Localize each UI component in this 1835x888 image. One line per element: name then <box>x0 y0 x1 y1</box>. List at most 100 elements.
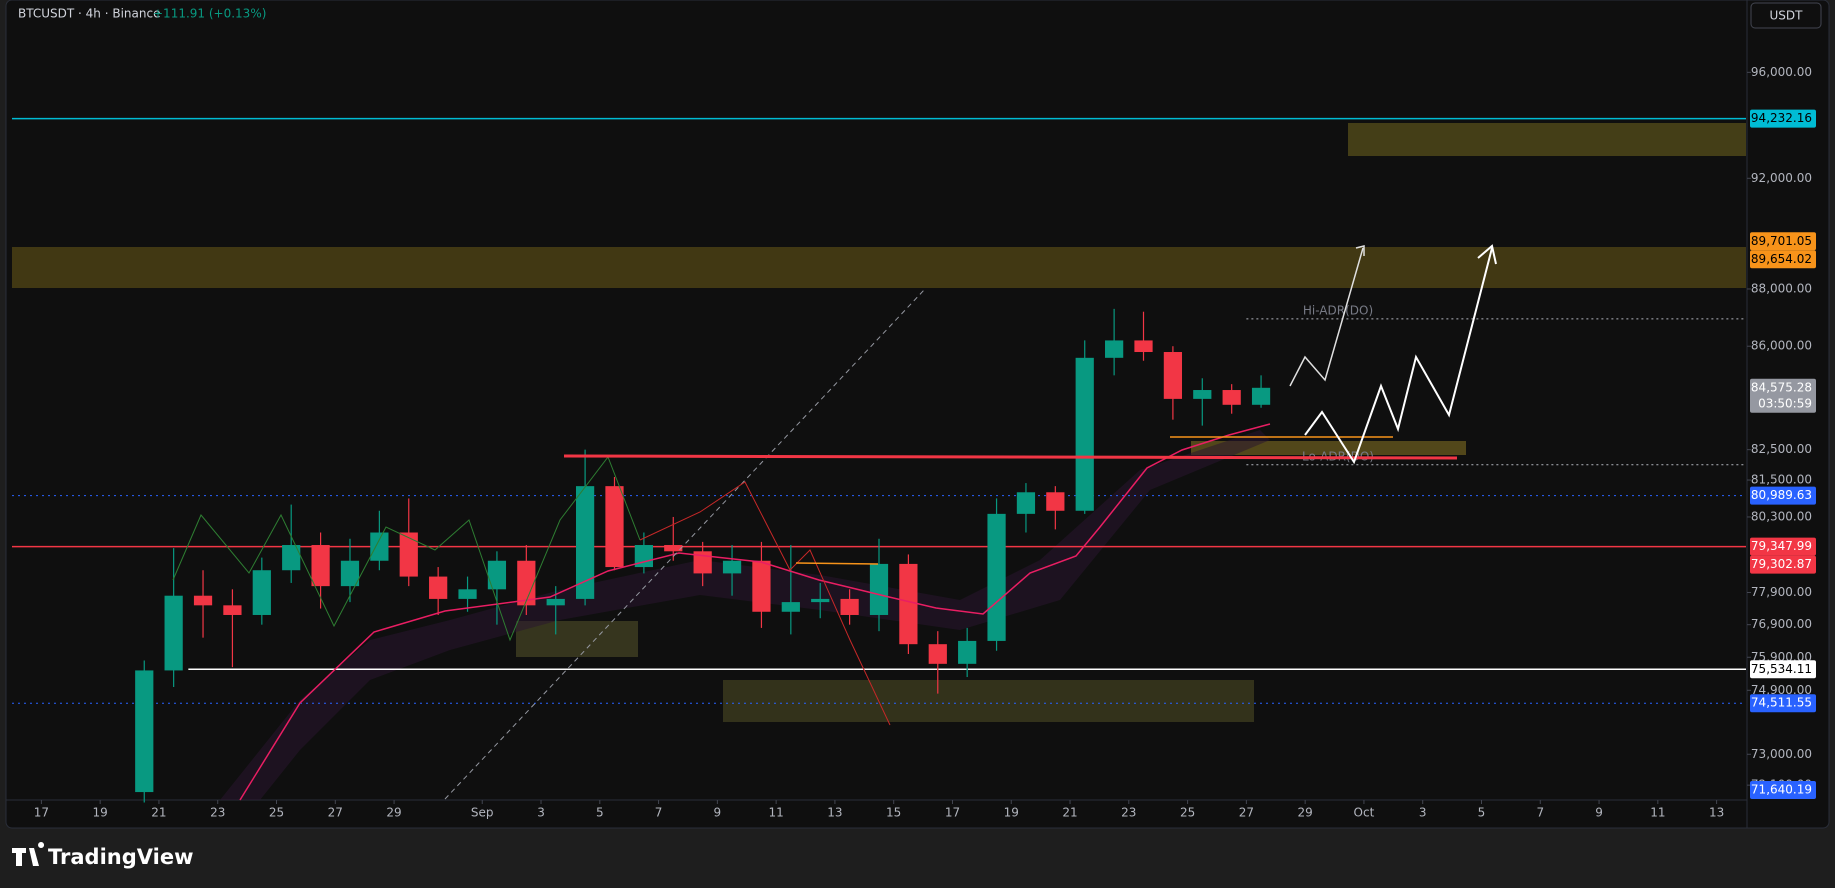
price-label-box <box>1750 660 1816 679</box>
candle-body <box>370 532 389 561</box>
drawings <box>172 244 1497 801</box>
currency-button[interactable] <box>1750 2 1822 29</box>
candle-body <box>869 563 889 615</box>
candle-body <box>752 560 771 612</box>
candle-body <box>987 513 1006 641</box>
candle-body <box>193 595 213 606</box>
zones <box>12 123 1746 800</box>
candle-body <box>1193 390 1212 399</box>
x-tick-label: 7 <box>655 806 663 820</box>
x-tick-label: 27 <box>1239 806 1254 820</box>
price-label-box <box>1750 232 1816 251</box>
price-label: 74,511.55 <box>1751 696 1812 710</box>
x-tick-label: 15 <box>886 806 901 820</box>
adr-label: Hi-ADR(DO) <box>1303 303 1373 317</box>
x-tick-label: 21 <box>1062 806 1077 820</box>
candle-body <box>1075 357 1094 511</box>
x-tick-label: 3 <box>537 806 545 820</box>
candle-body <box>487 560 507 590</box>
price-label: 94,232.16 <box>1751 111 1812 125</box>
candle-body <box>722 560 742 574</box>
supply-zone <box>12 247 1746 288</box>
y-tick-label: 81,500.00 <box>1751 473 1812 487</box>
currency-label[interactable]: USDT <box>1770 9 1804 23</box>
x-tick-label: 19 <box>93 806 108 820</box>
price-label-box <box>1750 486 1816 505</box>
x-tick-label: 9 <box>714 806 722 820</box>
y-tick-label: 77,900.00 <box>1751 585 1812 599</box>
target-zone <box>1348 123 1746 156</box>
zigzag-down <box>639 481 891 726</box>
projection-arrowhead <box>1477 244 1497 265</box>
candle-body <box>1251 387 1271 405</box>
x-tick-label: 27 <box>328 806 343 820</box>
x-tick-label: 13 <box>1709 806 1724 820</box>
demand-zone <box>723 680 1254 722</box>
price-label: 89,654.02 <box>1751 252 1812 266</box>
candle-body <box>928 644 947 664</box>
price-label-box <box>1750 555 1816 574</box>
x-tick-label: 23 <box>210 806 225 820</box>
candle-body <box>517 560 536 606</box>
x-tick-label: 29 <box>386 806 401 820</box>
price-label-box <box>1750 109 1816 128</box>
candle-body <box>546 598 565 606</box>
candle-body <box>164 595 183 671</box>
price-change: +111.91 (+0.13%) <box>153 7 266 21</box>
price-label-box <box>1750 378 1816 413</box>
candle-body <box>958 640 977 664</box>
x-tick-label: 17 <box>34 806 49 820</box>
y-tick-label: 80,300.00 <box>1751 509 1812 523</box>
candle-body <box>605 486 624 568</box>
x-tick-label: 19 <box>1004 806 1019 820</box>
candle-body <box>1016 492 1036 514</box>
y-tick-label: 74,900.00 <box>1751 683 1812 697</box>
x-tick-label: Oct <box>1354 806 1375 820</box>
price-timer: 03:50:59 <box>1758 396 1812 410</box>
candle-body <box>458 589 477 599</box>
price-label: 71,640.19 <box>1751 783 1812 797</box>
price-label: 75,534.11 <box>1751 662 1812 676</box>
projection-arrowhead <box>1355 245 1365 256</box>
demand-zone <box>516 621 638 657</box>
brand-name: TradingView <box>48 845 193 869</box>
x-tick-label: 13 <box>827 806 842 820</box>
x-tick-label: 21 <box>151 806 166 820</box>
candle-body <box>252 570 271 615</box>
x-tick-label: 25 <box>269 806 284 820</box>
price-label-box <box>1750 537 1816 556</box>
y-tick-label: 73,000.00 <box>1751 747 1812 761</box>
y-tick-label: 82,500.00 <box>1751 442 1812 456</box>
x-tick-label: 5 <box>596 806 604 820</box>
price-label: 89,701.05 <box>1751 234 1812 248</box>
candle-body <box>282 545 301 571</box>
x-tick-label: 3 <box>1419 806 1427 820</box>
y-tick-label: 86,000.00 <box>1751 339 1812 353</box>
x-tick-label: 23 <box>1121 806 1136 820</box>
price-label-box <box>1750 250 1816 269</box>
chart-title: BTCUSDT · 4h · Binance <box>18 7 160 21</box>
y-tick-label: 75,900.00 <box>1751 650 1812 664</box>
retest-zone <box>1191 441 1466 455</box>
y-tick-label: 76,900.00 <box>1751 617 1812 631</box>
price-label: 79,347.99 <box>1751 539 1812 553</box>
candle-body <box>575 486 595 599</box>
candles <box>135 308 1271 803</box>
y-tick-label: 96,000.00 <box>1751 65 1812 79</box>
price-label: 80,989.63 <box>1751 488 1812 502</box>
x-tick-label: 11 <box>1650 806 1665 820</box>
projection-path <box>1289 247 1364 387</box>
x-tick-label: 5 <box>1478 806 1486 820</box>
candle-body <box>429 576 448 599</box>
zigzag-up <box>172 455 641 642</box>
ma-band <box>220 430 1270 800</box>
candle-body <box>1222 390 1241 405</box>
candle-body <box>811 598 830 603</box>
projection-path <box>1304 247 1493 465</box>
moving-average <box>239 423 1271 801</box>
x-tick-label: 9 <box>1595 806 1603 820</box>
candle-body <box>781 602 800 612</box>
breakout-level <box>563 454 1458 460</box>
y-tick-label: 92,000.00 <box>1751 171 1812 185</box>
